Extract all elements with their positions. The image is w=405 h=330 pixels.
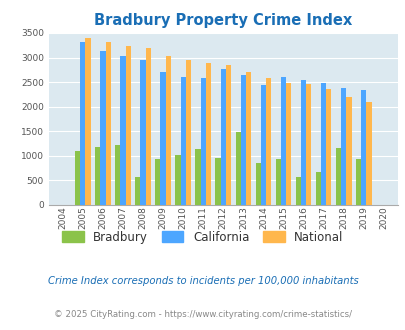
Bar [75, 151, 80, 205]
Bar [255, 163, 260, 205]
Bar [355, 159, 360, 205]
Bar [125, 46, 130, 205]
Bar [340, 88, 345, 205]
Title: Bradbury Property Crime Index: Bradbury Property Crime Index [94, 13, 352, 28]
Bar [265, 78, 271, 205]
Bar [175, 154, 180, 205]
Bar [185, 60, 190, 205]
Bar [345, 97, 351, 205]
Bar [180, 77, 185, 205]
Text: © 2025 CityRating.com - https://www.cityrating.com/crime-statistics/: © 2025 CityRating.com - https://www.city… [54, 310, 351, 319]
Legend: Bradbury, California, National: Bradbury, California, National [59, 227, 346, 247]
Bar [275, 159, 280, 205]
Bar [326, 89, 330, 205]
Bar [220, 69, 225, 205]
Bar [140, 60, 145, 205]
Bar [195, 149, 200, 205]
Bar [115, 145, 120, 205]
Bar [360, 90, 365, 205]
Bar [120, 56, 125, 205]
Bar [240, 75, 245, 205]
Bar [280, 77, 286, 205]
Bar [305, 84, 311, 205]
Bar [200, 78, 205, 205]
Bar [335, 148, 340, 205]
Bar [225, 65, 230, 205]
Bar [286, 82, 291, 205]
Bar [235, 132, 240, 205]
Bar [145, 49, 151, 205]
Bar [295, 178, 300, 205]
Bar [100, 51, 105, 205]
Bar [320, 82, 326, 205]
Bar [85, 38, 90, 205]
Bar [80, 42, 85, 205]
Bar [300, 80, 305, 205]
Bar [165, 56, 171, 205]
Bar [160, 72, 165, 205]
Bar [155, 159, 160, 205]
Bar [215, 157, 220, 205]
Text: Crime Index corresponds to incidents per 100,000 inhabitants: Crime Index corresponds to incidents per… [47, 276, 358, 286]
Bar [245, 72, 251, 205]
Bar [105, 42, 111, 205]
Bar [365, 102, 371, 205]
Bar [315, 173, 320, 205]
Bar [135, 177, 140, 205]
Bar [95, 147, 100, 205]
Bar [205, 63, 211, 205]
Bar [260, 85, 265, 205]
